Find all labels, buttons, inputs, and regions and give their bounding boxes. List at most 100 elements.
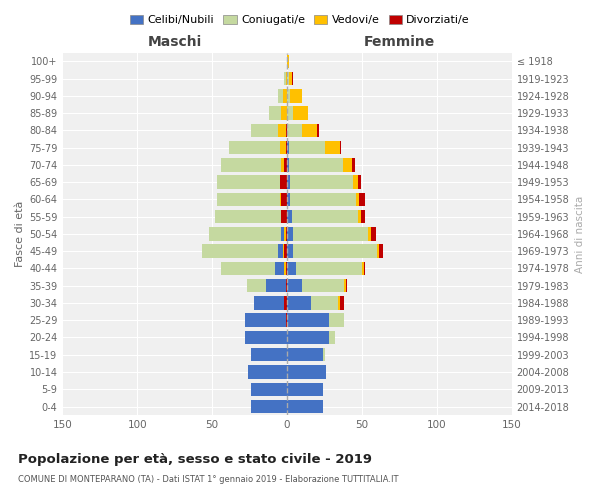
Bar bbox=[286, 227, 287, 240]
Bar bbox=[286, 314, 287, 327]
Bar bbox=[290, 176, 353, 189]
Bar bbox=[287, 314, 329, 327]
Bar bbox=[286, 262, 287, 275]
Bar bbox=[292, 210, 358, 224]
Bar bbox=[358, 210, 361, 224]
Bar bbox=[286, 279, 287, 292]
Bar bbox=[251, 348, 287, 362]
Bar bbox=[311, 296, 338, 310]
Bar bbox=[353, 176, 358, 189]
Bar bbox=[281, 210, 287, 224]
Bar bbox=[269, 106, 287, 120]
Bar bbox=[217, 192, 287, 206]
Text: Maschi: Maschi bbox=[148, 35, 202, 49]
Bar bbox=[284, 158, 287, 172]
Bar bbox=[245, 330, 287, 344]
Bar bbox=[287, 141, 289, 154]
Bar bbox=[284, 176, 287, 189]
Bar bbox=[202, 244, 287, 258]
Bar bbox=[287, 227, 293, 240]
Bar bbox=[251, 400, 287, 413]
Bar bbox=[287, 279, 302, 292]
Bar bbox=[325, 141, 340, 154]
Bar bbox=[247, 279, 287, 292]
Bar bbox=[274, 314, 287, 327]
Bar bbox=[284, 296, 287, 310]
Bar bbox=[284, 262, 287, 275]
Bar bbox=[281, 192, 287, 206]
Bar bbox=[289, 158, 343, 172]
Bar bbox=[287, 262, 296, 275]
Text: Femmine: Femmine bbox=[364, 35, 435, 49]
Bar bbox=[284, 244, 287, 258]
Bar bbox=[245, 314, 287, 327]
Bar bbox=[287, 89, 290, 102]
Bar bbox=[287, 348, 323, 362]
Bar bbox=[293, 106, 308, 120]
Bar bbox=[371, 227, 376, 240]
Bar bbox=[364, 262, 365, 275]
Bar bbox=[284, 192, 287, 206]
Bar bbox=[287, 176, 290, 189]
Bar bbox=[229, 141, 287, 154]
Bar bbox=[281, 158, 287, 172]
Bar bbox=[286, 124, 287, 137]
Y-axis label: Anni di nascita: Anni di nascita bbox=[575, 196, 585, 272]
Bar bbox=[287, 210, 292, 224]
Bar bbox=[275, 262, 287, 275]
Bar bbox=[283, 244, 287, 258]
Bar bbox=[281, 210, 287, 224]
Bar bbox=[286, 141, 287, 154]
Text: Popolazione per età, sesso e stato civile - 2019: Popolazione per età, sesso e stato civil… bbox=[18, 452, 372, 466]
Bar bbox=[287, 382, 323, 396]
Bar bbox=[292, 72, 293, 86]
Bar bbox=[251, 124, 287, 137]
Bar bbox=[368, 227, 371, 240]
Bar bbox=[346, 279, 347, 292]
Bar bbox=[287, 158, 289, 172]
Bar bbox=[362, 262, 364, 275]
Bar bbox=[287, 192, 290, 206]
Bar bbox=[302, 279, 344, 292]
Bar bbox=[290, 89, 302, 102]
Bar bbox=[221, 262, 287, 275]
Bar bbox=[344, 279, 346, 292]
Bar bbox=[283, 89, 287, 102]
Bar bbox=[286, 279, 287, 292]
Bar bbox=[280, 176, 287, 189]
Bar bbox=[287, 330, 329, 344]
Legend: Celibi/Nubili, Coniugati/e, Vedovi/e, Divorziati/e: Celibi/Nubili, Coniugati/e, Vedovi/e, Di… bbox=[125, 10, 475, 30]
Bar bbox=[281, 227, 287, 240]
Bar bbox=[356, 192, 359, 206]
Bar bbox=[284, 227, 287, 240]
Bar bbox=[323, 348, 325, 362]
Bar bbox=[290, 192, 356, 206]
Bar bbox=[343, 158, 352, 172]
Bar bbox=[329, 330, 335, 344]
Bar bbox=[287, 296, 311, 310]
Bar bbox=[293, 244, 377, 258]
Bar bbox=[278, 89, 287, 102]
Bar bbox=[215, 210, 287, 224]
Bar bbox=[286, 72, 287, 86]
Bar bbox=[287, 366, 326, 378]
Bar bbox=[221, 158, 287, 172]
Bar bbox=[217, 176, 287, 189]
Bar bbox=[340, 296, 344, 310]
Bar bbox=[251, 382, 287, 396]
Bar bbox=[287, 244, 293, 258]
Bar bbox=[338, 296, 340, 310]
Text: COMUNE DI MONTEPARANO (TA) - Dati ISTAT 1° gennaio 2019 - Elaborazione TUTTITALI: COMUNE DI MONTEPARANO (TA) - Dati ISTAT … bbox=[18, 475, 398, 484]
Bar bbox=[209, 227, 287, 240]
Y-axis label: Fasce di età: Fasce di età bbox=[15, 200, 25, 267]
Bar bbox=[280, 141, 287, 154]
Bar bbox=[361, 210, 365, 224]
Bar bbox=[317, 124, 319, 137]
Bar bbox=[281, 106, 287, 120]
Bar bbox=[287, 106, 293, 120]
Bar bbox=[280, 192, 287, 206]
Bar bbox=[286, 141, 287, 154]
Bar bbox=[359, 192, 365, 206]
Bar bbox=[340, 141, 341, 154]
Bar bbox=[248, 366, 287, 378]
